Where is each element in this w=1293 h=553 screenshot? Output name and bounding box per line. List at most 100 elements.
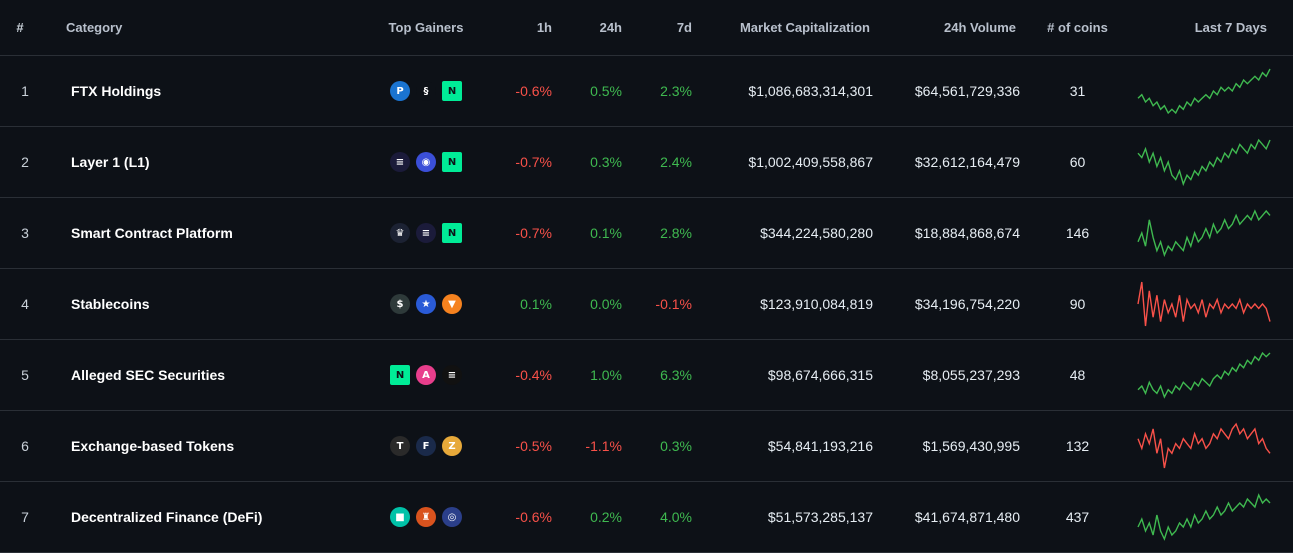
sparkline-chart: [1137, 493, 1271, 541]
sparkline-7d: [1135, 269, 1273, 339]
change-24h: 0.2%: [590, 509, 622, 525]
near-icon[interactable]: N: [390, 365, 410, 385]
top-gainers: P § N: [378, 56, 474, 126]
change-7d: 2.3%: [660, 83, 692, 99]
volume-24h: $8,055,237,293: [922, 367, 1020, 383]
near-icon[interactable]: N: [442, 152, 462, 172]
badge-token-icon[interactable]: ◉: [416, 152, 436, 172]
change-24h: 0.0%: [590, 296, 622, 312]
cube-token-icon[interactable]: ■: [390, 507, 410, 527]
category-link[interactable]: Alleged SEC Securities: [71, 367, 226, 383]
category-link[interactable]: FTX Holdings: [71, 83, 162, 99]
market-cap: $344,224,580,280: [760, 225, 873, 241]
change-24h: 1.0%: [590, 367, 622, 383]
market-cap: $54,841,193,216: [767, 438, 873, 454]
header-1h[interactable]: 1h: [536, 20, 552, 35]
crown-token-icon[interactable]: ♛: [390, 223, 410, 243]
sparkline-7d: [1135, 198, 1273, 268]
row-rank: 6: [21, 438, 29, 454]
header-volume[interactable]: 24h Volume: [943, 20, 1016, 35]
market-cap: $1,002,409,558,867: [748, 154, 873, 170]
table-header: # Category Top Gainers 1h 24h 7d Market …: [0, 0, 1293, 56]
table-row[interactable]: 3 Smart Contract Platform ♛ ≡ N -0.7% 0.1% 2.8%…: [0, 198, 1293, 269]
sparkline-chart: [1137, 209, 1271, 258]
category-link[interactable]: Layer 1 (L1): [71, 154, 150, 170]
coin-count: 146: [1065, 225, 1090, 241]
top-gainers: N A ≡: [378, 340, 474, 410]
table-row[interactable]: 7 Decentralized Finance (DeFi) ■ ♜ ◎ -0.6% 0.2…: [0, 482, 1293, 553]
top-gainers: ■ ♜ ◎: [378, 482, 474, 552]
layer-token-icon[interactable]: ≡: [416, 223, 436, 243]
table-row[interactable]: 6 Exchange-based Tokens T F Z -0.5% -1.1% 0.3% $…: [0, 411, 1293, 482]
sparkline-line: [1137, 351, 1271, 399]
change-24h: 0.3%: [590, 154, 622, 170]
fj-token-icon[interactable]: F: [416, 436, 436, 456]
sparkline-line: [1137, 68, 1271, 115]
volume-24h: $18,884,868,674: [914, 225, 1020, 241]
change-1h: -0.4%: [515, 367, 552, 383]
category-link[interactable]: Exchange-based Tokens: [71, 438, 235, 454]
robot-token-icon[interactable]: ♜: [416, 507, 436, 527]
table-row[interactable]: 5 Alleged SEC Securities N A ≡ -0.4% 1.0% 6.3% $…: [0, 340, 1293, 411]
shield-token-icon[interactable]: ▼: [442, 294, 462, 314]
volume-24h: $32,612,164,479: [914, 154, 1020, 170]
usd-flag-token-icon[interactable]: ★: [416, 294, 436, 314]
volume-24h: $34,196,754,220: [914, 296, 1020, 312]
sparkline-chart: [1137, 422, 1271, 469]
globe-token-icon[interactable]: ◎: [442, 507, 462, 527]
p-token-icon[interactable]: P: [390, 81, 410, 101]
stable-token-icon[interactable]: $: [390, 294, 410, 314]
header-coins[interactable]: # of coins: [1047, 20, 1108, 35]
volume-24h: $41,674,871,480: [914, 509, 1020, 525]
chain-link-icon[interactable]: §: [416, 81, 436, 101]
top-gainers: $ ★ ▼: [378, 269, 474, 339]
market-cap: $51,573,285,137: [767, 509, 873, 525]
table-row[interactable]: 2 Layer 1 (L1) ≡ ◉ N -0.7% 0.3% 2.4% $1,002,409,…: [0, 127, 1293, 198]
table-row[interactable]: 4 Stablecoins $ ★ ▼ 0.1% 0.0% -0.1% $123,910,084…: [0, 269, 1293, 340]
header-24h[interactable]: 24h: [599, 20, 622, 35]
solana-icon[interactable]: ≡: [442, 365, 462, 385]
header-market-cap[interactable]: Market Capitalization: [739, 20, 870, 35]
category-link[interactable]: Stablecoins: [71, 296, 150, 312]
header-last-7-days: Last 7 Days: [1194, 20, 1267, 35]
row-rank: 1: [21, 83, 29, 99]
market-cap: $123,910,084,819: [760, 296, 873, 312]
row-rank: 7: [21, 509, 29, 525]
layer-token-icon[interactable]: ≡: [390, 152, 410, 172]
tdk-token-icon[interactable]: T: [390, 436, 410, 456]
market-cap: $98,674,666,315: [767, 367, 873, 383]
sparkline-line: [1137, 493, 1271, 541]
row-rank: 4: [21, 296, 29, 312]
table-row[interactable]: 1 FTX Holdings P § N -0.6% 0.5% 2.3% $1,086,683,…: [0, 56, 1293, 127]
near-icon[interactable]: N: [442, 81, 462, 101]
row-rank: 3: [21, 225, 29, 241]
row-rank: 5: [21, 367, 29, 383]
change-1h: -0.7%: [515, 225, 552, 241]
coin-count: 437: [1065, 509, 1090, 525]
header-category[interactable]: Category: [66, 20, 123, 35]
change-24h: -1.1%: [585, 438, 622, 454]
change-1h: -0.6%: [515, 509, 552, 525]
change-1h: -0.5%: [515, 438, 552, 454]
change-1h: 0.1%: [520, 296, 552, 312]
top-gainers: ≡ ◉ N: [378, 127, 474, 197]
coin-count: 90: [1069, 296, 1086, 312]
coin-count: 132: [1065, 438, 1090, 454]
change-7d: -0.1%: [655, 296, 692, 312]
near-icon[interactable]: N: [442, 223, 462, 243]
sparkline-chart: [1137, 138, 1271, 187]
anchor-token-icon[interactable]: A: [416, 365, 436, 385]
sparkline-7d: [1135, 127, 1273, 197]
category-link[interactable]: Decentralized Finance (DeFi): [71, 509, 263, 525]
change-7d: 0.3%: [660, 438, 692, 454]
change-7d: 4.0%: [660, 509, 692, 525]
category-link[interactable]: Smart Contract Platform: [71, 225, 233, 241]
z-token-icon[interactable]: Z: [442, 436, 462, 456]
header-rank[interactable]: #: [16, 20, 24, 35]
sparkline-chart: [1137, 68, 1271, 115]
header-7d[interactable]: 7d: [676, 20, 692, 35]
market-cap: $1,086,683,314,301: [748, 83, 873, 99]
change-7d: 2.8%: [660, 225, 692, 241]
sparkline-line: [1137, 422, 1271, 469]
